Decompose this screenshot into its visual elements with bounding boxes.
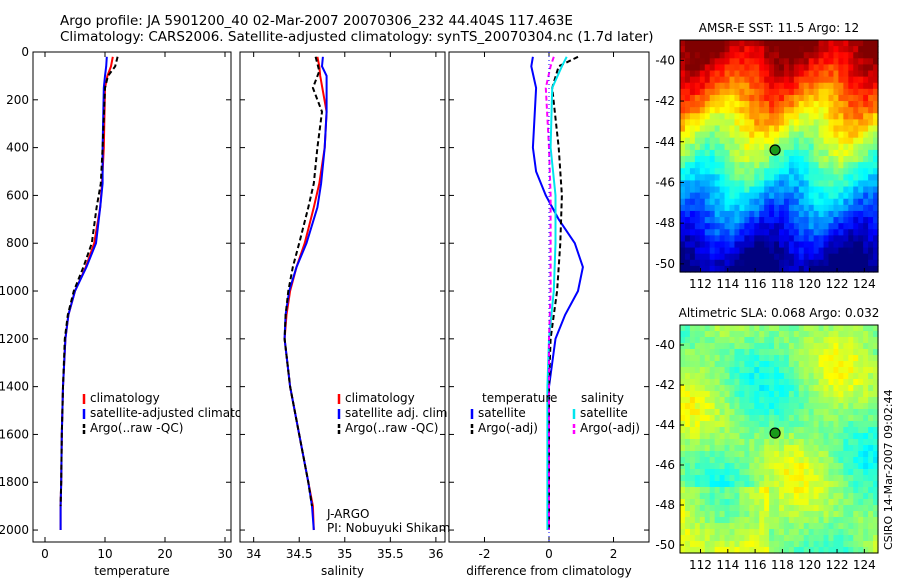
x-tick-label: -2	[478, 547, 490, 561]
y-tick-label: 1800	[0, 475, 29, 489]
legend-text-argo-adj: Argo(-adj)	[580, 421, 640, 435]
x-tick-label: 120	[798, 277, 821, 291]
y-tick-label: -44	[655, 135, 675, 149]
salinity-profile-chart: 34 34.5 35 35.5 36 salinity climatologysatelli…	[239, 51, 455, 578]
series-salinity-argo-adj	[544, 56, 555, 530]
y-tick-label: 200	[6, 93, 29, 107]
y-tick-label: 600	[6, 188, 29, 202]
y-tick-label: 0	[21, 45, 29, 59]
x-tick-label: 35.5	[377, 547, 404, 561]
y-tick-label: -46	[655, 458, 675, 472]
x-axis-label: difference from climatology	[466, 564, 632, 578]
x-tick-label: 124	[853, 277, 876, 291]
x-axis-label: salinity	[321, 564, 364, 578]
signature-container: CSIRO 14-Mar-2007 09:02:44	[880, 300, 896, 550]
x-axis-label: temperature	[94, 564, 169, 578]
legend-text-argo-raw-qc: Argo(..raw -QC)	[345, 421, 438, 435]
x-tick-label: 120	[798, 558, 821, 572]
legend-text-argo-adj: Argo(-adj)	[478, 421, 538, 435]
y-tick-label: 1600	[0, 427, 29, 441]
x-tick-label: 114	[716, 558, 739, 572]
x-tick-label: 124	[853, 558, 876, 572]
annotation-pi: PI: Nobuyuki Shikama	[327, 521, 455, 535]
x-tick-label: 112	[689, 277, 712, 291]
legend-text-satellite-adj-clim: satellite adj. clim.	[345, 406, 451, 420]
header-line-2: Climatology: CARS2006. Satellite-adjuste…	[60, 29, 654, 45]
y-tick-label: 800	[6, 236, 29, 250]
x-tick-label: 118	[771, 277, 794, 291]
legend-text-climatology: climatology	[345, 391, 415, 405]
series-argo-raw-qc	[59, 56, 119, 507]
x-tick-label: 116	[744, 558, 767, 572]
y-tick-label: 1400	[0, 380, 29, 394]
y-tick-label: -48	[655, 216, 675, 230]
y-tick-label: -42	[655, 94, 675, 108]
signature-text: CSIRO 14-Mar-2007 09:02:44	[882, 389, 895, 550]
series-salinity-satellite	[546, 56, 568, 530]
legend-text-satellite: satellite	[580, 406, 628, 420]
temperature-profile-chart: 0 10 20 30 0 200 400 600 800 1000 1200 1400 1600 1800…	[0, 45, 240, 578]
x-tick-label: 114	[716, 277, 739, 291]
y-tick-label: -50	[655, 257, 675, 271]
x-tick-label: 30	[217, 547, 232, 561]
x-tick-label: 34	[246, 547, 261, 561]
sst-map: AMSR-E SST: 11.5 Argo: 12 112 114 116 118 120…	[655, 21, 879, 291]
x-tick-label: 20	[157, 547, 172, 561]
x-tick-label: 2	[610, 547, 618, 561]
legend-text-salinity: salinity	[581, 391, 624, 405]
y-tick-label: 1000	[0, 284, 29, 298]
x-tick-label: 0	[41, 547, 49, 561]
series-temperature-satellite	[530, 56, 584, 530]
x-tick-label: 122	[826, 558, 849, 572]
x-tick-label: 34.5	[286, 547, 313, 561]
sla-map: Altimetric SLA: 0.068 Argo: 0.032 112 114 1…	[655, 306, 880, 572]
legend-text-climatology: climatology	[90, 391, 160, 405]
y-tick-label: -44	[655, 418, 675, 432]
x-tick-label: 122	[826, 277, 849, 291]
argo-location-marker	[769, 144, 781, 156]
x-tick-label: 112	[689, 558, 712, 572]
y-tick-label: -50	[655, 538, 675, 552]
x-tick-label: 36	[428, 547, 443, 561]
legend-text-satellite: satellite	[478, 406, 526, 420]
annotation-j-argo: J-ARGO	[326, 507, 369, 521]
x-tick-label: 35	[337, 547, 352, 561]
y-tick-label: -42	[655, 378, 675, 392]
legend-text-argo-raw-qc: Argo(..raw -QC)	[90, 421, 183, 435]
header-line-1: Argo profile: JA 5901200_40 02-Mar-2007 …	[60, 13, 573, 29]
x-tick-label: 10	[97, 547, 112, 561]
x-tick-label: 116	[744, 277, 767, 291]
map-title: AMSR-E SST: 11.5 Argo: 12	[699, 21, 859, 35]
y-tick-label: -40	[655, 53, 675, 67]
map-field	[680, 40, 879, 273]
y-tick-label: 400	[6, 141, 29, 155]
argo-location-marker	[769, 427, 781, 439]
x-tick-label: 118	[771, 558, 794, 572]
y-tick-label: 2000	[0, 523, 29, 537]
y-tick-label: -40	[655, 338, 675, 352]
y-tick-label: 1200	[0, 332, 29, 346]
y-tick-label: -48	[655, 498, 675, 512]
x-tick-label: 0	[545, 547, 553, 561]
map-frame	[679, 324, 879, 554]
map-frame	[679, 39, 879, 273]
map-field	[680, 325, 879, 554]
plot-frame	[32, 51, 232, 543]
plot-frame	[239, 51, 446, 543]
series-argo-raw-qc	[283, 56, 324, 507]
map-title: Altimetric SLA: 0.068 Argo: 0.032	[679, 306, 880, 320]
difference-profile-chart: -2 0 2 difference from climatology temperatu…	[448, 51, 650, 578]
legend-text-temperature: temperature	[482, 391, 557, 405]
y-tick-label: -46	[655, 175, 675, 189]
legend-text-satellite-adjusted-climatology: satellite-adjusted climatology	[90, 406, 240, 420]
